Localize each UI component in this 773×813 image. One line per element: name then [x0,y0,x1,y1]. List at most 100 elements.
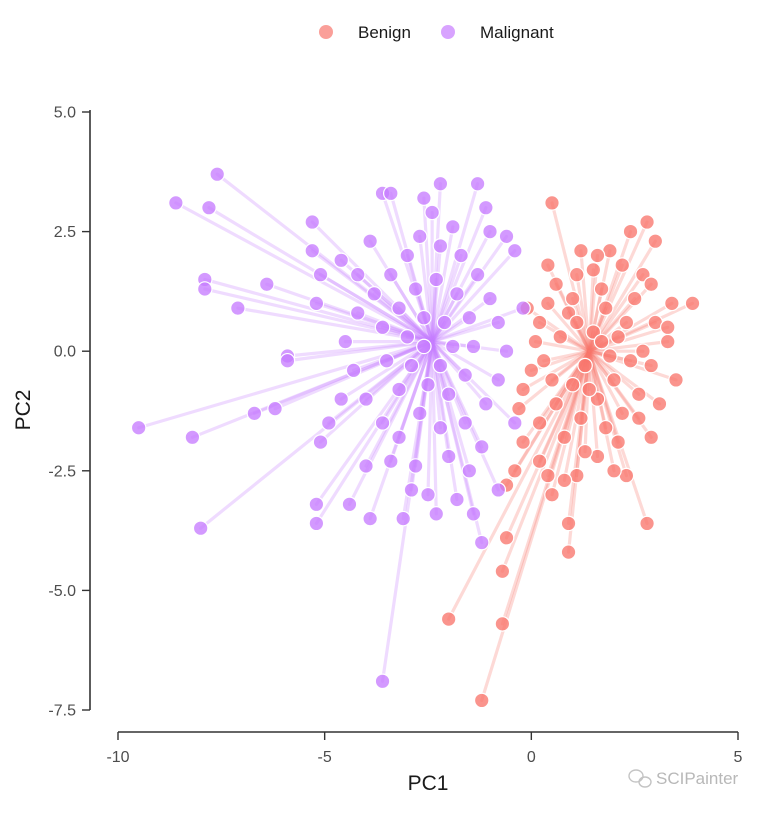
data-point-benign [494,616,511,632]
data-point-malignant [449,491,465,508]
data-point-malignant [444,338,461,355]
spoke-line-benign [447,349,591,621]
x-axis-title: PC1 [408,772,449,795]
data-point-malignant [461,309,478,326]
spoke-line-malignant [372,292,434,344]
data-point-malignant [382,185,399,202]
data-point-benign [622,223,639,240]
data-point-malignant [358,458,374,474]
spoke-line-benign [587,320,629,353]
spoke-line-malignant [430,296,492,344]
legend-label-malignant: Malignant [480,23,554,42]
y-axis-title: PC2 [12,390,35,431]
data-point-malignant [391,381,407,398]
data-point-malignant [399,247,416,264]
data-point-malignant [312,266,329,283]
data-point-malignant [366,285,383,302]
data-point-malignant [473,534,490,551]
x-tick-label: -10 [106,749,129,766]
spoke-line-malignant [199,340,434,530]
spoke-line-benign [533,340,591,353]
y-ticks: 5.0 2.5 0.0 -2.5 -5.0 -7.5 [48,105,90,720]
spoke-line-malignant [430,277,438,344]
spoke-line-malignant [430,340,442,430]
data-point-malignant [337,333,354,350]
data-point-malignant [382,266,399,283]
data-point-benign [659,333,676,350]
data-point-benign [639,214,655,230]
data-point-benign [577,357,593,374]
data-point-malignant [506,242,523,259]
spoke-line-benign [575,273,591,353]
spoke-line-benign [587,340,670,353]
data-point-malignant [461,462,478,479]
spoke-line-malignant [380,340,434,425]
watermark-text: SCIPainter [656,769,739,788]
spoke-line-benign [500,349,591,626]
data-point-malignant [457,415,473,431]
data-point-benign [577,443,593,460]
data-point-benign [535,352,552,369]
spoke-line-malignant [426,340,434,497]
data-point-malignant [349,305,366,321]
spoke-line-malignant [174,201,434,344]
data-point-malignant [341,496,358,513]
data-point-malignant [201,199,217,216]
data-point-benign [544,486,560,503]
data-point-malignant [349,266,366,283]
data-point-malignant [416,309,432,326]
spoke-line-benign [587,287,604,353]
data-point-malignant [184,429,201,446]
data-point-malignant [420,486,436,503]
spoke-line-benign [587,349,624,415]
data-point-malignant [482,290,498,307]
axes [89,110,738,733]
spoke-line-malignant [430,273,480,344]
spoke-line-malignant [285,340,434,363]
data-point-benign [568,314,585,331]
legend-label-benign: Benign [358,23,411,42]
spoke-line-benign [587,349,616,473]
data-point-benign [589,247,606,264]
data-point-benign [622,352,639,369]
data-point-benign [523,362,540,379]
spoke-line-malignant [430,340,467,425]
spoke-line-malignant [430,320,500,344]
data-point-malignant [362,233,378,249]
data-point-malignant [320,415,337,431]
data-point-malignant [444,219,461,235]
data-point-malignant [130,419,147,436]
spoke-line-malignant [430,340,500,382]
legend: Benign Malignant [319,23,554,42]
data-point-malignant [407,281,424,297]
data-point-benign [515,434,531,450]
y-tick-label: 5.0 [54,105,76,122]
spoke-line-benign [504,349,591,487]
data-point-malignant [432,175,449,192]
spoke-line-malignant [356,311,434,344]
x-tick-label: -5 [318,749,332,766]
data-point-benign [544,195,560,211]
data-point-benign [614,405,631,422]
data-point-malignant [279,352,296,369]
data-point-malignant [469,175,486,192]
data-point-benign [618,314,635,331]
data-point-malignant [457,367,473,383]
data-point-benign [540,467,556,484]
data-point-benign [643,357,659,374]
spoke-line-benign [513,349,591,473]
data-point-malignant [498,343,515,359]
data-point-benign [664,295,680,312]
spoke-line-benign [480,349,591,703]
data-point-malignant [506,415,523,431]
spoke-line-benign [587,349,662,406]
data-point-benign [573,410,589,426]
data-point-malignant [498,228,515,245]
data-point-malignant [432,238,449,254]
data-point-malignant [209,166,225,182]
data-point-benign [564,376,581,393]
data-point-benign [498,529,515,546]
data-point-malignant [416,190,432,206]
data-point-benign [560,544,577,560]
data-point-benign [585,262,602,278]
